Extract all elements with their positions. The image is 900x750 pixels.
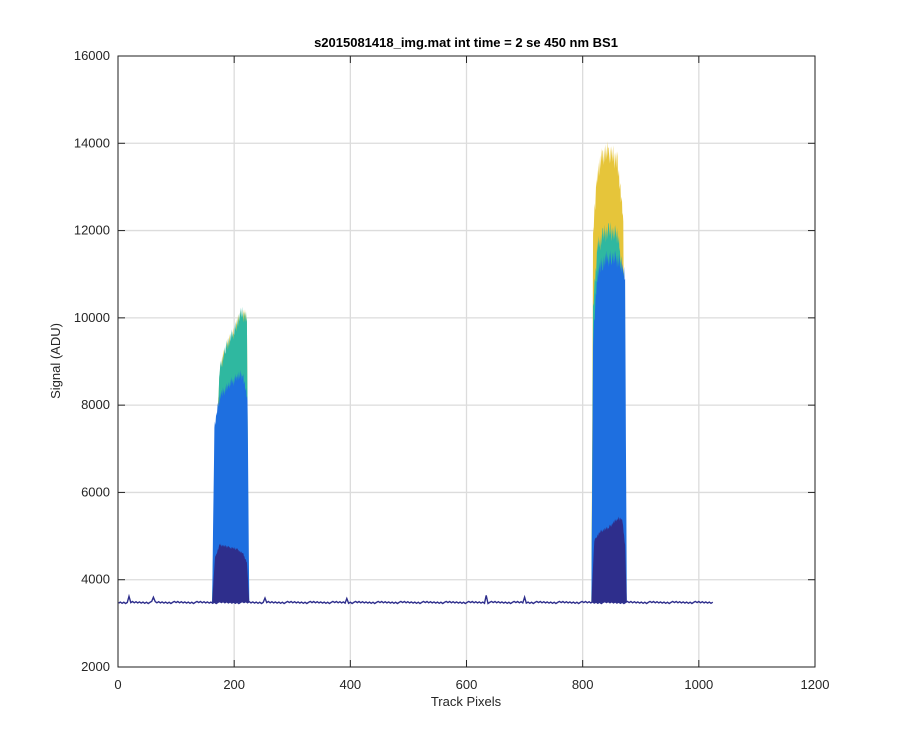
x-tick-label: 0 xyxy=(114,677,121,692)
y-tick-label: 2000 xyxy=(81,659,110,674)
y-axis-label: Signal (ADU) xyxy=(48,323,63,399)
plot-areas xyxy=(118,141,714,605)
series-area-4 xyxy=(591,516,627,603)
x-tick-label: 1200 xyxy=(801,677,830,692)
chart-title: s2015081418_img.mat int time = 2 se 450 … xyxy=(314,35,618,50)
y-tick-label: 6000 xyxy=(81,484,110,499)
y-tick-label: 16000 xyxy=(74,48,110,63)
x-tick-label: 200 xyxy=(223,677,245,692)
y-tick-label: 4000 xyxy=(81,572,110,587)
series-area-4 xyxy=(212,543,250,603)
y-tick-label: 12000 xyxy=(74,223,110,238)
y-tick-label: 8000 xyxy=(81,397,110,412)
x-tick-label: 800 xyxy=(572,677,594,692)
y-tick-label: 10000 xyxy=(74,310,110,325)
x-tick-label: 600 xyxy=(456,677,478,692)
series-area-3 xyxy=(591,250,627,603)
y-tick-label: 14000 xyxy=(74,135,110,150)
series-area-3 xyxy=(212,369,250,603)
baseline-trace xyxy=(118,593,714,605)
axes: 0 200 400 600 800 1000 1200 2000 4000 6000 8000 100… xyxy=(74,48,830,692)
x-axis-label: Track Pixels xyxy=(431,694,502,709)
x-tick-label: 400 xyxy=(339,677,361,692)
x-tick-label: 1000 xyxy=(684,677,713,692)
